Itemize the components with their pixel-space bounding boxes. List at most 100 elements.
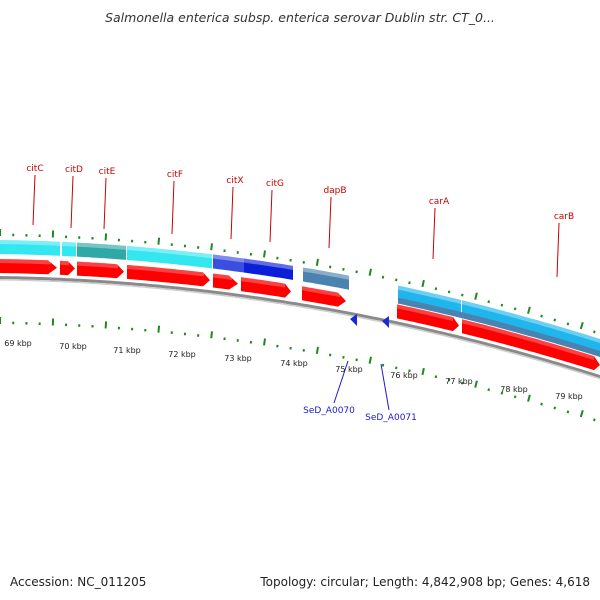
band-highlight — [303, 267, 349, 280]
bottom-tick — [553, 406, 557, 410]
top-tick — [461, 293, 464, 297]
band-highlight — [213, 254, 244, 263]
cds-highlight — [127, 264, 204, 277]
top-tick — [315, 258, 319, 266]
bottom-tick — [315, 346, 319, 354]
kbp-label: 77 kbp — [445, 377, 473, 386]
top-tick — [355, 270, 358, 274]
bottom-tick-marks — [0, 316, 596, 422]
cds-arrow — [397, 304, 459, 332]
bottom-tick — [579, 410, 584, 418]
text-labels: citC citD citE citF citX citG dapB carA carB SeD_… — [4, 164, 583, 423]
cds-highlight — [302, 286, 340, 297]
cds-highlight — [213, 273, 232, 280]
bottom-tick — [408, 369, 411, 373]
bottom-tick — [434, 375, 438, 379]
feature-band — [303, 267, 349, 290]
feature-band — [244, 258, 293, 280]
kbp-label: 73 kbp — [224, 354, 252, 363]
gene-label-carA: carA — [429, 197, 450, 207]
accession-text: Accession: NC_011205 — [10, 575, 147, 589]
bottom-tick — [104, 321, 108, 329]
cds-arrow — [0, 259, 57, 275]
cds-arrow — [462, 319, 600, 371]
bottom-tick — [566, 410, 570, 414]
gene-label-citE: citE — [99, 167, 116, 177]
cds-arrow — [241, 277, 291, 298]
top-tick-marks — [0, 228, 596, 334]
feature-band — [213, 254, 244, 273]
bottom-tick — [540, 402, 543, 406]
bottom-tick — [395, 366, 398, 370]
genome-stats-text: Topology: circular; Length: 4,842,908 bp… — [260, 575, 590, 589]
leader-lines — [32, 174, 560, 411]
leader-line — [269, 189, 273, 243]
leader-line — [230, 186, 234, 240]
top-tick — [434, 287, 438, 291]
kbp-label: 76 kbp — [390, 371, 418, 380]
kbp-label: 72 kbp — [168, 350, 196, 359]
kbp-label: 69 kbp — [4, 339, 32, 348]
bottom-tick — [447, 378, 451, 382]
top-tick — [368, 268, 372, 276]
cds-highlight — [77, 261, 118, 269]
bottom-tick — [527, 394, 531, 402]
top-tick — [263, 250, 266, 258]
cds-arrow — [127, 264, 210, 287]
bottom-tick — [368, 356, 372, 364]
cds-arrow — [302, 286, 346, 307]
bottom-tick — [263, 338, 266, 346]
top-tick — [579, 322, 584, 330]
bottom-leader-line — [333, 360, 349, 404]
gene-label-citX: citX — [226, 176, 243, 186]
band-highlight — [127, 245, 212, 259]
top-tick — [566, 322, 570, 326]
reverse-gene-arrow — [350, 314, 357, 326]
cds-arrows — [0, 259, 600, 371]
band-highlight — [398, 285, 461, 304]
bottom-tick — [381, 363, 385, 367]
reverse-gene-arrow — [382, 316, 389, 328]
feature-band — [127, 245, 212, 269]
top-tick — [447, 290, 451, 294]
leader-line — [70, 175, 74, 229]
band-highlight — [462, 300, 600, 343]
leader-line — [328, 196, 332, 249]
gene-label-citC: citC — [26, 164, 43, 174]
kbp-label: 71 kbp — [113, 346, 141, 355]
gene-label-citD: citD — [65, 165, 83, 175]
cds-highlight — [397, 304, 453, 322]
feature-bands — [0, 240, 600, 357]
cds-highlight — [241, 277, 285, 288]
top-tick — [342, 267, 345, 271]
map-title: Salmonella enterica subsp. enterica sero… — [105, 10, 495, 25]
top-tick — [381, 275, 385, 279]
bottom-tick — [355, 358, 358, 362]
feature-band — [0, 240, 60, 256]
bottom-tick — [500, 391, 504, 395]
cds-highlight — [60, 260, 69, 266]
top-tick — [553, 318, 557, 322]
bottom-tick — [421, 367, 425, 376]
kbp-label: 74 kbp — [280, 359, 308, 368]
top-tick — [104, 233, 108, 241]
top-tick — [527, 306, 531, 314]
leader-line — [556, 222, 560, 278]
bottom-tick — [342, 355, 345, 359]
band-highlight — [77, 242, 126, 250]
feature-band — [62, 241, 76, 257]
bottom-tick — [487, 388, 490, 392]
bottom-tick — [593, 418, 596, 422]
bottom-tick — [474, 380, 478, 388]
cds-highlight — [462, 319, 594, 361]
cds-arrow — [213, 273, 238, 290]
cds-arrow — [77, 261, 124, 279]
feature-band — [398, 285, 461, 314]
cds-highlight — [0, 259, 51, 265]
top-tick — [395, 278, 398, 282]
kbp-label: 78 kbp — [500, 385, 528, 394]
top-tick — [500, 303, 504, 307]
kbp-label: 70 kbp — [59, 342, 87, 351]
top-tick — [421, 279, 425, 288]
